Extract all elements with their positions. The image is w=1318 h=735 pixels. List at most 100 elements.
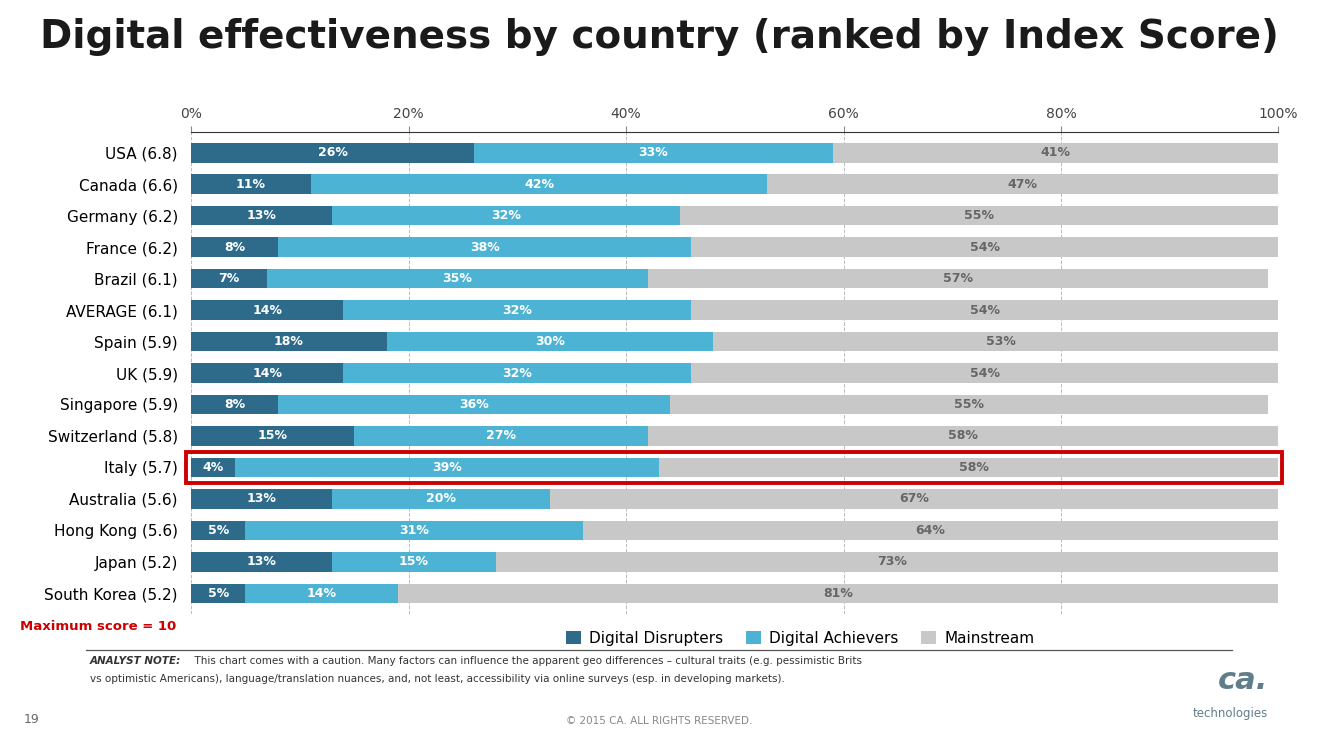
Text: 81%: 81% — [824, 587, 853, 600]
Text: 54%: 54% — [970, 240, 1000, 254]
Text: 42%: 42% — [525, 178, 554, 190]
Bar — [191, 458, 235, 477]
Text: This chart comes with a caution. Many factors can influence the apparent geo dif: This chart comes with a caution. Many fa… — [188, 656, 862, 666]
Text: 13%: 13% — [246, 556, 277, 568]
Bar — [278, 237, 692, 257]
Text: 19: 19 — [24, 713, 40, 726]
Bar — [311, 174, 767, 194]
Bar — [355, 426, 648, 445]
Bar — [343, 363, 692, 383]
Text: Maximum score = 10: Maximum score = 10 — [20, 620, 177, 633]
Bar — [680, 206, 1278, 226]
Text: 8%: 8% — [224, 398, 245, 411]
Bar — [648, 426, 1278, 445]
Bar — [191, 584, 245, 603]
Bar — [496, 552, 1289, 572]
Text: 18%: 18% — [274, 335, 304, 348]
Text: 57%: 57% — [942, 272, 973, 285]
Text: 32%: 32% — [502, 367, 532, 379]
Text: 32%: 32% — [502, 304, 532, 317]
Legend: Digital Disrupters, Digital Achievers, Mainstream: Digital Disrupters, Digital Achievers, M… — [560, 625, 1040, 652]
Bar — [191, 143, 474, 162]
Text: 5%: 5% — [208, 587, 229, 600]
Bar — [659, 458, 1289, 477]
Text: ca.: ca. — [1218, 666, 1268, 695]
Text: 5%: 5% — [208, 524, 229, 537]
Text: 53%: 53% — [986, 335, 1016, 348]
Bar — [191, 331, 387, 351]
Text: 11%: 11% — [236, 178, 266, 190]
Text: 14%: 14% — [307, 587, 336, 600]
Text: 33%: 33% — [638, 146, 668, 159]
Bar — [191, 206, 332, 226]
Bar — [692, 237, 1278, 257]
Text: 7%: 7% — [219, 272, 240, 285]
Bar — [387, 331, 713, 351]
Bar — [474, 143, 833, 162]
Text: 14%: 14% — [252, 304, 282, 317]
Bar — [550, 489, 1278, 509]
Text: 38%: 38% — [469, 240, 500, 254]
Bar — [191, 552, 332, 572]
Text: 64%: 64% — [916, 524, 945, 537]
Bar — [767, 174, 1278, 194]
Text: 30%: 30% — [535, 335, 565, 348]
Text: vs optimistic Americans), language/translation nuances, and, not least, accessib: vs optimistic Americans), language/trans… — [90, 674, 784, 684]
Text: 31%: 31% — [399, 524, 428, 537]
Text: 13%: 13% — [246, 492, 277, 506]
Text: 36%: 36% — [459, 398, 489, 411]
Bar — [235, 458, 659, 477]
Text: 15%: 15% — [399, 556, 430, 568]
Text: 35%: 35% — [443, 272, 472, 285]
Text: 26%: 26% — [318, 146, 348, 159]
Text: 54%: 54% — [970, 304, 1000, 317]
Bar — [278, 395, 670, 415]
Bar — [398, 584, 1278, 603]
Bar — [332, 552, 496, 572]
Text: 55%: 55% — [965, 209, 995, 222]
Bar — [191, 520, 245, 540]
Text: 39%: 39% — [432, 461, 461, 474]
Text: 15%: 15% — [257, 429, 287, 442]
Bar — [343, 301, 692, 320]
Text: technologies: technologies — [1193, 707, 1268, 720]
Bar — [583, 520, 1278, 540]
Bar — [191, 395, 278, 415]
Text: 55%: 55% — [953, 398, 983, 411]
Bar — [245, 584, 398, 603]
Text: 58%: 58% — [948, 429, 978, 442]
Text: 27%: 27% — [486, 429, 517, 442]
Text: 41%: 41% — [1040, 146, 1070, 159]
Text: 13%: 13% — [246, 209, 277, 222]
Bar — [332, 206, 680, 226]
Text: © 2015 CA. ALL RIGHTS RESERVED.: © 2015 CA. ALL RIGHTS RESERVED. — [565, 716, 753, 726]
Bar — [191, 426, 355, 445]
Bar — [191, 237, 278, 257]
Text: 54%: 54% — [970, 367, 1000, 379]
Text: 67%: 67% — [899, 492, 929, 506]
Text: ANALYST NOTE:: ANALYST NOTE: — [90, 656, 181, 666]
Bar — [332, 489, 550, 509]
Text: Digital effectiveness by country (ranked by Index Score): Digital effectiveness by country (ranked… — [40, 18, 1278, 57]
Text: 4%: 4% — [202, 461, 224, 474]
Bar — [268, 269, 648, 288]
Text: 32%: 32% — [492, 209, 522, 222]
Text: 47%: 47% — [1008, 178, 1039, 190]
Text: 73%: 73% — [878, 556, 907, 568]
Bar — [692, 301, 1278, 320]
Text: 58%: 58% — [960, 461, 988, 474]
Bar — [191, 269, 268, 288]
Bar — [833, 143, 1278, 162]
Text: 14%: 14% — [252, 367, 282, 379]
Bar — [191, 174, 311, 194]
Bar — [692, 363, 1278, 383]
Text: 20%: 20% — [426, 492, 456, 506]
Bar — [648, 269, 1268, 288]
Bar — [713, 331, 1289, 351]
Text: 8%: 8% — [224, 240, 245, 254]
Bar — [191, 489, 332, 509]
Bar — [245, 520, 583, 540]
Bar — [670, 395, 1268, 415]
Bar — [191, 363, 343, 383]
Bar — [191, 301, 343, 320]
